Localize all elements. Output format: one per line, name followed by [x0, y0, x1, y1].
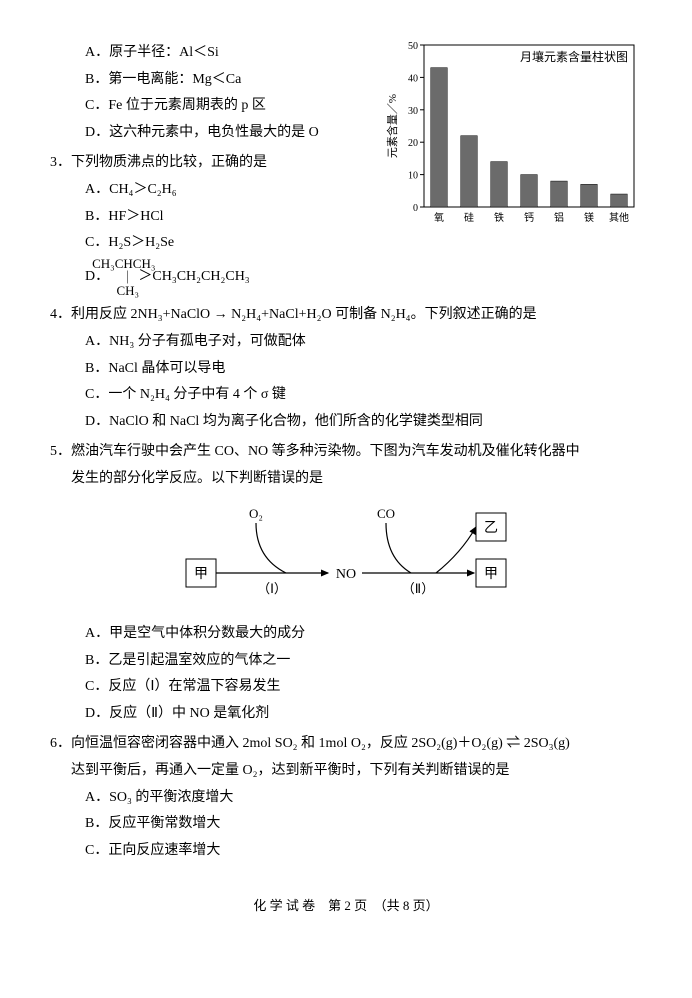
- q3-opt-c: C．H₂S＞H₂Se: [71, 230, 372, 257]
- q5-opt-a: A．甲是空气中体积分数最大的成分: [71, 621, 642, 648]
- svg-text:40: 40: [408, 73, 418, 84]
- svg-text:30: 30: [408, 106, 418, 117]
- svg-text:10: 10: [408, 171, 418, 182]
- q2-opt-a: A．原子半径：Al＜Si: [71, 40, 372, 67]
- svg-text:0: 0: [413, 203, 418, 214]
- q3-d-right: ＞CH₃CH₂CH₂CH₃: [159, 264, 256, 291]
- q6-opt-b: B．反应平衡常数增大: [71, 811, 642, 838]
- q3-number: 3．: [50, 150, 71, 177]
- q5-number: 5．: [50, 439, 71, 466]
- q5-diagram: 甲 NO 甲 乙 O₂ （Ⅰ） CO （Ⅱ）: [50, 503, 642, 614]
- q2-opt-b: B．第一电离能：Mg＜Ca: [71, 67, 372, 94]
- svg-text:甲: 甲: [484, 567, 498, 582]
- page-footer: 化 学 试 卷 第 2 页 （共 8 页）: [50, 894, 642, 919]
- bar-chart: 0 10 20 30 40 50 氧 硅 铁 钙 铝 镁 其他 月壤元素含量柱状图元素含量／%: [382, 35, 642, 246]
- q4-opt-a: A．NH₃ 分子有孤电子对，可做配体: [71, 329, 642, 356]
- q5-stem2: 发生的部分化学反应。以下判断错误的是: [50, 466, 642, 493]
- svg-text:镁: 镁: [584, 211, 594, 224]
- q4-stem: 利用反应 2NH₃+NaClO → N₂H₄+NaCl+H₂O 可制备 N₂H₄…: [71, 307, 537, 322]
- q5-opt-b: B．乙是引起温室效应的气体之一: [71, 648, 642, 675]
- q3-opt-a: A．CH₄＞C₂H₆: [71, 177, 372, 204]
- svg-text:50: 50: [408, 41, 418, 52]
- q6-opt-a: A．SO₃ 的平衡浓度增大: [71, 785, 642, 812]
- q4-opt-d: D．NaClO 和 NaCl 均为离子化合物，他们所含的化学键类型相同: [71, 409, 642, 436]
- svg-text:元素含量／%: 元素含量／%: [385, 94, 399, 158]
- svg-text:月壤元素含量柱状图: 月壤元素含量柱状图: [520, 49, 628, 64]
- q6-stem1: 向恒温恒容密闭容器中通入 2mol SO₂ 和 1mol O₂，反应 2SO₂(…: [71, 736, 570, 751]
- svg-text:硅: 硅: [464, 211, 474, 224]
- svg-text:20: 20: [408, 138, 418, 149]
- q3-opt-b: B．HF＞HCl: [71, 204, 372, 231]
- svg-text:钙: 钙: [524, 211, 534, 224]
- svg-text:CO: CO: [377, 506, 395, 521]
- svg-text:NO: NO: [336, 567, 356, 582]
- q5-opt-c: C．反应（Ⅰ）在常温下容易发生: [71, 674, 642, 701]
- q3-opt-d: D． CH₃CHCH₃ ｜ CH₃ ＞CH₃CH₂CH₂CH₃: [71, 257, 372, 299]
- q3-stem: 下列物质沸点的比较，正确的是: [71, 155, 267, 170]
- svg-text:甲: 甲: [194, 567, 208, 582]
- svg-text:O₂: O₂: [249, 506, 263, 521]
- svg-text:氧: 氧: [434, 211, 444, 224]
- q4-opt-b: B．NaCl 晶体可以导电: [71, 356, 642, 383]
- svg-text:其他: 其他: [609, 211, 629, 224]
- svg-text:（Ⅱ）: （Ⅱ）: [402, 581, 434, 596]
- q2-opt-c: C．Fe 位于元素周期表的 p 区: [71, 93, 372, 120]
- q2-opt-d: D．这六种元素中，电负性最大的是 O: [71, 120, 372, 147]
- q5-opt-d: D．反应（Ⅱ）中 NO 是氧化剂: [71, 701, 642, 728]
- q6: 6．向恒温恒容密闭容器中通入 2mol SO₂ 和 1mol O₂，反应 2SO…: [50, 731, 642, 758]
- q6-number: 6．: [50, 731, 71, 758]
- q6-stem2: 达到平衡后，再通入一定量 O₂，达到新平衡时，下列有关判断错误的是: [50, 758, 642, 785]
- svg-text:铝: 铝: [554, 212, 564, 224]
- svg-text:（Ⅰ）: （Ⅰ）: [257, 581, 287, 596]
- svg-text:乙: 乙: [484, 520, 498, 536]
- q5: 5．燃油汽车行驶中会产生 CO、NO 等多种污染物。下图为汽车发动机及催化转化器…: [50, 439, 642, 466]
- q5-stem1: 燃油汽车行驶中会产生 CO、NO 等多种污染物。下图为汽车发动机及催化转化器中: [71, 444, 580, 459]
- svg-text:铁: 铁: [494, 211, 504, 224]
- q4-number: 4．: [50, 302, 71, 329]
- q4-opt-c: C．一个 N₂H₄ 分子中有 4 个 σ 键: [71, 382, 642, 409]
- q4: 4．利用反应 2NH₃+NaClO → N₂H₄+NaCl+H₂O 可制备 N₂…: [50, 302, 642, 329]
- q3: 3．下列物质沸点的比较，正确的是: [50, 150, 372, 177]
- q6-opt-c: C．正向反应速率增大: [71, 838, 642, 865]
